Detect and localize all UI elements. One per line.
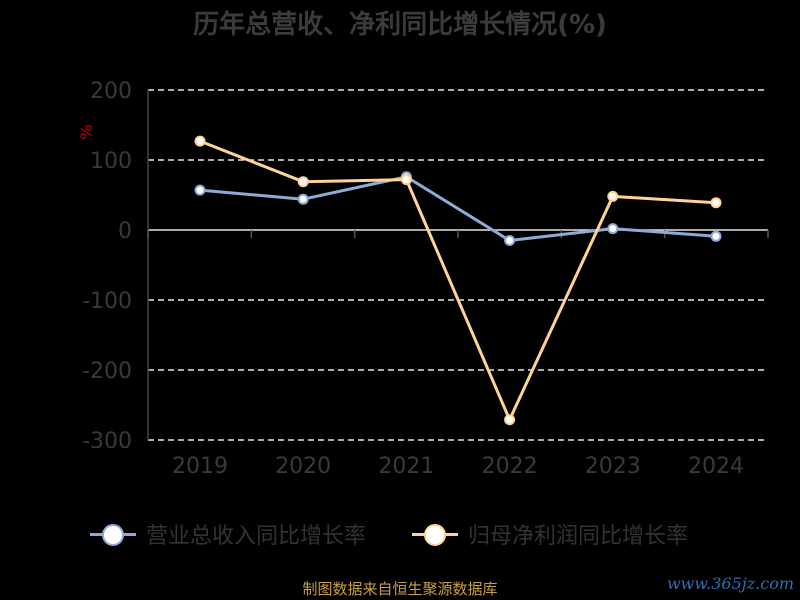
legend: 营业总收入同比增长率 归母净利润同比增长率: [0, 518, 800, 558]
legend-label-profit: 归母净利润同比增长率: [468, 524, 689, 549]
x-tick-label: 2022: [482, 454, 538, 479]
series-line-0: [199, 175, 717, 242]
legend-swatch-revenue: [90, 524, 136, 546]
series-line-1: [199, 139, 717, 422]
legend-item-profit[interactable]: 归母净利润同比增长率: [412, 518, 688, 550]
chart-title: 历年总营收、净利同比增长情况(%): [193, 10, 607, 40]
data-point-1[interactable]: [504, 414, 516, 426]
data-point-0[interactable]: [710, 230, 722, 242]
plot-area: 200 100 0 -100 -200 -300% 2019 2020 2021 2022 2023…: [77, 79, 769, 479]
y-tick-label: 100: [90, 149, 132, 174]
y-tick-label: -200: [82, 359, 132, 384]
data-point-0[interactable]: [504, 235, 516, 246]
data-point-0[interactable]: [607, 223, 619, 235]
data-point-0[interactable]: [297, 193, 309, 205]
data-point-0[interactable]: [194, 184, 206, 196]
data-source-note: 制图数据来自恒生聚源数据库: [302, 580, 498, 598]
x-tick-label: 2024: [688, 454, 744, 479]
legend-label-revenue: 营业总收入同比增长率: [146, 524, 367, 549]
watermark: www.365jz.com: [666, 574, 794, 593]
data-point-1[interactable]: [710, 197, 722, 209]
x-tick-label: 2020: [275, 454, 331, 479]
legend-swatch-profit: [412, 524, 458, 546]
data-point-1[interactable]: [607, 190, 619, 202]
y-axis-label: %: [77, 124, 96, 139]
x-tick-label: 2023: [585, 454, 641, 479]
data-point-1[interactable]: [297, 176, 309, 188]
y-tick-label: 200: [90, 79, 132, 104]
x-tick-label: 2021: [378, 454, 434, 479]
y-tick-label: -300: [82, 429, 132, 454]
data-point-1[interactable]: [194, 135, 206, 147]
y-tick-label: 0: [118, 219, 132, 244]
data-point-1[interactable]: [400, 174, 412, 186]
legend-item-revenue[interactable]: 营业总收入同比增长率: [90, 518, 366, 550]
x-tick-label: 2019: [172, 454, 228, 479]
y-tick-label: -100: [82, 289, 132, 314]
